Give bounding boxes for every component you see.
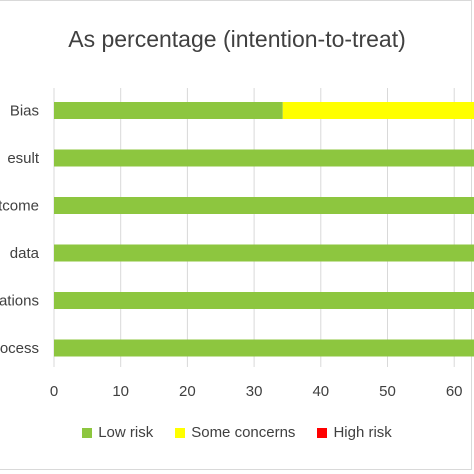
- bar-low-risk-5: [54, 339, 474, 357]
- bar-low-risk-4: [54, 292, 474, 309]
- x-tick-label: 50: [379, 383, 396, 400]
- category-label: Bias: [10, 103, 39, 120]
- legend-item: Some concerns: [175, 424, 295, 441]
- x-tick-label: 10: [112, 383, 129, 400]
- category-label: tcome: [0, 198, 39, 215]
- bar-some-concerns-0: [282, 102, 474, 119]
- legend-item: High risk: [317, 424, 392, 441]
- bar-low-risk-1: [54, 149, 474, 167]
- bar-layer: [54, 102, 474, 357]
- bar-low-risk-3: [54, 244, 474, 262]
- legend-swatch: [82, 427, 93, 438]
- category-label: ocess: [0, 340, 39, 357]
- legend-label: Some concerns: [191, 424, 296, 441]
- chart-title: As percentage (intention-to-treat): [68, 26, 406, 52]
- x-tick-label: 30: [246, 383, 263, 400]
- legend-swatch: [175, 427, 186, 438]
- bar-low-risk-0: [54, 102, 283, 119]
- legend-label: Low risk: [98, 424, 154, 441]
- legend: Low risk Some concerns High risk: [0, 424, 474, 441]
- legend-item: Low risk: [82, 424, 153, 441]
- category-label: ations: [0, 293, 39, 310]
- x-tick-label: 40: [312, 383, 329, 400]
- grid-layer: [53, 88, 455, 367]
- category-label: data: [10, 245, 40, 262]
- x-tick-labels: 0 10 20 30 40 50 60: [50, 383, 463, 400]
- x-tick-label: 20: [179, 383, 196, 400]
- bar-low-risk-2: [54, 197, 474, 214]
- category-label: esult: [7, 150, 40, 167]
- x-tick-label: 0: [50, 383, 58, 400]
- category-labels: Bias esult tcome data ations ocess: [0, 103, 40, 358]
- legend-label: High risk: [333, 424, 392, 441]
- x-tick-label: 60: [446, 383, 463, 400]
- legend-swatch: [317, 427, 328, 438]
